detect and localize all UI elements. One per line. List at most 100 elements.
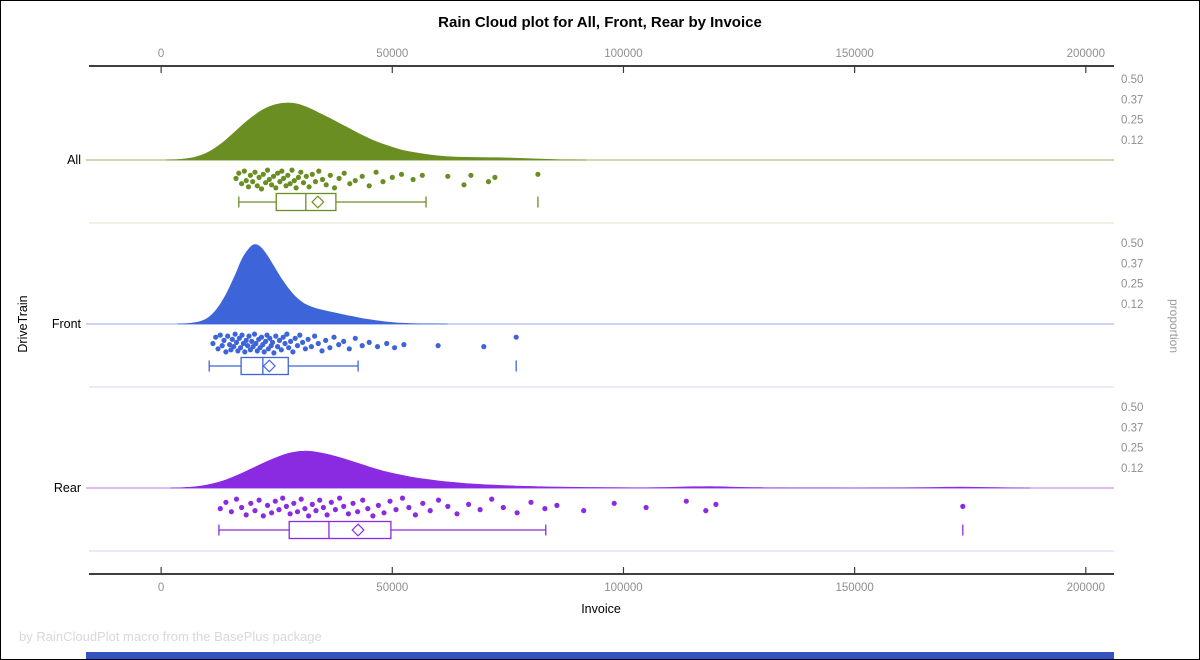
rain-point (317, 497, 323, 503)
rain-point (287, 181, 293, 187)
rain-point (277, 179, 283, 185)
x-axis-title: Invoice (581, 602, 621, 616)
rain-point (282, 340, 288, 347)
rain-point (327, 345, 333, 351)
rain-point (233, 175, 239, 181)
rain-point (316, 168, 322, 174)
rain-point (270, 173, 277, 179)
y-axis-title: DriveTrain (16, 295, 30, 353)
rain-point (264, 502, 271, 508)
rain-point (345, 511, 351, 517)
rain-point (273, 185, 279, 191)
rain-point (398, 171, 405, 177)
rain-point (435, 497, 442, 503)
rain-point (535, 171, 541, 177)
rain-point (359, 173, 365, 179)
rain-point (273, 333, 279, 339)
rain-point (238, 345, 244, 351)
chart-title: Rain Cloud plot for All, Front, Rear by … (438, 14, 762, 31)
rain-point (281, 175, 287, 181)
rain-point (248, 500, 254, 506)
rain-point (643, 504, 649, 511)
panel-all: All 0.50 0.37 0.25 0.12 (67, 74, 1143, 224)
axis-tick-label: 100000 (604, 48, 642, 60)
rain-point (269, 510, 275, 516)
rain-point (331, 185, 338, 191)
rain-point (489, 496, 495, 502)
rain-point (323, 182, 329, 188)
rain-point (258, 334, 265, 340)
rain-point (243, 512, 249, 518)
rain-point (324, 512, 330, 518)
rain-point (352, 335, 358, 341)
proportion-tick-label: 0.37 (1121, 422, 1143, 434)
rain-point (229, 336, 235, 342)
rain-point (276, 337, 283, 343)
rain-point (703, 508, 709, 514)
rain-point (245, 184, 252, 190)
rain-point (300, 339, 306, 345)
rain-point (249, 338, 255, 344)
rain-point (315, 340, 321, 347)
rain-point (380, 179, 386, 185)
proportion-tick-label: 0.12 (1121, 135, 1143, 147)
rain-point (275, 344, 281, 350)
rain-point (370, 513, 376, 519)
rain-point (260, 513, 266, 519)
rain-point (251, 331, 258, 337)
rain-point (420, 500, 426, 506)
mean-diamond (351, 523, 365, 537)
rain-point (513, 334, 519, 340)
rain-point (246, 333, 252, 339)
rain-point (292, 335, 298, 341)
rain-point (341, 503, 347, 509)
rain-point (252, 508, 258, 514)
proportion-tick-label: 0.50 (1121, 402, 1143, 414)
rain-point (210, 340, 216, 347)
rain-point (319, 176, 326, 183)
rain-point (381, 510, 387, 516)
rain-point (280, 495, 286, 501)
rain-point (223, 499, 229, 505)
rain-point (336, 342, 342, 348)
density-cloud (170, 450, 1031, 489)
box-iqr (288, 520, 392, 540)
rain-point (327, 172, 333, 178)
top-x-axis: 0 50000 100000 150000 200000 (89, 48, 1114, 73)
rain-point (303, 173, 309, 179)
rain-point (492, 174, 498, 180)
rain-point (295, 174, 301, 180)
rain-point (683, 498, 689, 504)
rain-point (346, 346, 352, 352)
category-label: Rear (54, 481, 81, 495)
rain-point (352, 178, 358, 184)
rain-point (276, 507, 282, 513)
density-cloud (165, 102, 587, 161)
rain-point (312, 333, 318, 339)
panel-rear: Rear 0.50 0.37 0.25 0.12 (54, 402, 1143, 552)
rain-point (252, 169, 258, 175)
rain-point (233, 496, 240, 502)
rain-point (283, 503, 289, 509)
proportion-tick-label: 0.37 (1121, 94, 1143, 106)
rain-point (328, 499, 334, 505)
rain-point (312, 179, 319, 185)
rain-point (298, 169, 304, 175)
rain-point (294, 509, 301, 515)
rain-point (355, 509, 361, 515)
rain-point (393, 507, 399, 513)
rain-point (286, 345, 292, 351)
rain-point (225, 333, 231, 339)
rain-point (256, 174, 262, 180)
rain-point (263, 180, 269, 186)
rain-point (236, 170, 242, 176)
proportion-tick-label: 0.25 (1121, 115, 1143, 127)
axis-tick-label: 200000 (1067, 582, 1105, 594)
rain-point (374, 344, 381, 350)
axis-tick-label: 0 (158, 48, 164, 60)
rain-point (260, 171, 266, 177)
rain-point (309, 171, 315, 177)
rain-point (284, 331, 290, 337)
